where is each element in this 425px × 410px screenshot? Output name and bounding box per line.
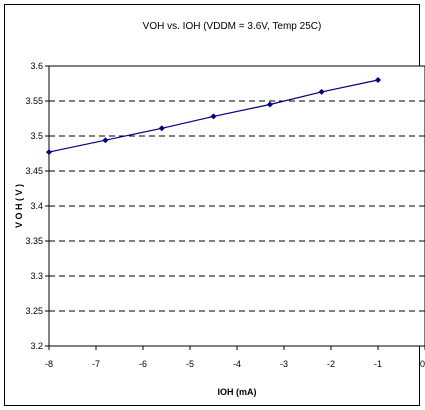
y-tick-label: 3.3 [30, 271, 43, 281]
y-axis-ticks: 3.2 3.25 3.3 3.35 3.4 3.45 3.5 3.55 3.6 [25, 61, 49, 351]
x-tick-label: -1 [374, 359, 382, 369]
x-tick-label: 0 [420, 359, 425, 369]
x-tick-label: -6 [139, 359, 147, 369]
y-tick-label: 3.2 [30, 341, 43, 351]
y-tick-label: 3.6 [30, 61, 43, 71]
y-tick-label: 3.5 [30, 131, 43, 141]
y-tick-label: 3.25 [25, 306, 43, 316]
x-axis-ticks: -8 -7 -6 -5 -4 -3 -2 -1 0 [45, 346, 425, 369]
y-tick-label: 3.55 [25, 96, 43, 106]
chart-title: VOH vs. IOH (VDDM = 3.6V, Temp 25C) [143, 21, 322, 32]
data-point [375, 77, 381, 83]
data-point [266, 101, 273, 108]
data-point [158, 125, 165, 132]
data-series [46, 77, 381, 156]
data-point [102, 137, 109, 144]
y-tick-label: 3.35 [25, 236, 43, 246]
y-tick-label: 3.45 [25, 166, 43, 176]
x-tick-label: -8 [45, 359, 53, 369]
x-tick-label: -7 [92, 359, 100, 369]
x-tick-label: -2 [327, 359, 335, 369]
data-point [318, 88, 325, 95]
plot-area [48, 65, 425, 347]
y-tick-label: 3.4 [30, 201, 43, 211]
x-tick-label: -3 [280, 359, 288, 369]
y-axis-label: V O H ( V ) [14, 184, 24, 228]
x-tick-label: -5 [186, 359, 194, 369]
x-tick-label: -4 [233, 359, 241, 369]
data-point [210, 113, 217, 120]
gridlines [49, 100, 425, 312]
x-axis-label: IOH (mA) [218, 387, 257, 397]
data-point [46, 149, 52, 156]
